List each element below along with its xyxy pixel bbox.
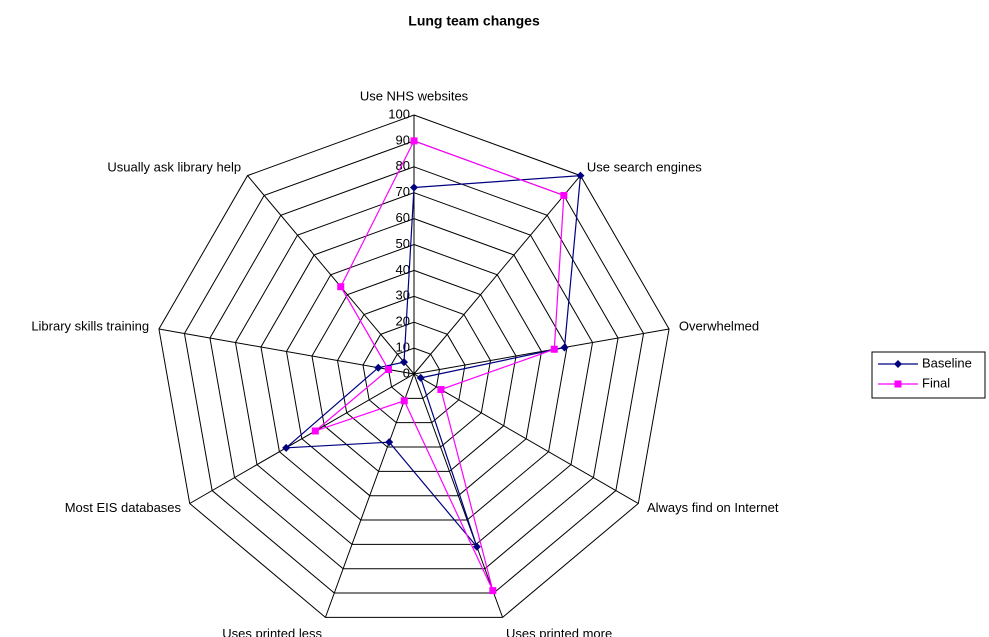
- grid-ring: [387, 347, 441, 399]
- marker: [489, 587, 497, 595]
- grid-ring: [285, 243, 543, 497]
- marker: [282, 443, 291, 452]
- series-line: [314, 140, 565, 591]
- legend-marker: [894, 360, 902, 368]
- series-line: [284, 174, 582, 548]
- tick-label: 10: [396, 340, 410, 355]
- category-label: Uses printed more: [506, 626, 612, 637]
- marker: [416, 373, 425, 382]
- tick-label: 0: [403, 365, 410, 380]
- chart-title: Lung team changes: [408, 13, 540, 29]
- marker: [384, 366, 392, 374]
- spoke: [413, 373, 639, 504]
- grid-ring: [158, 114, 670, 618]
- legend: [871, 351, 986, 399]
- category-label: Always find on Internet: [647, 500, 779, 515]
- tick-label: 60: [396, 210, 410, 225]
- legend-label: Baseline: [922, 355, 972, 370]
- marker: [437, 386, 445, 394]
- category-label: Overwhelmed: [679, 319, 759, 334]
- legend-marker: [894, 380, 902, 388]
- marker: [410, 183, 418, 192]
- tick-label: 80: [396, 158, 410, 173]
- marker: [385, 438, 394, 447]
- tick-label: 40: [396, 262, 410, 277]
- marker: [400, 397, 408, 405]
- category-label: Library skills training: [31, 319, 149, 334]
- marker: [374, 363, 383, 372]
- marker: [400, 358, 409, 367]
- tick-label: 30: [396, 288, 410, 303]
- marker: [472, 542, 481, 551]
- category-label: Most EIS databases: [65, 500, 182, 515]
- marker: [337, 283, 345, 291]
- category-label: Use search engines: [587, 159, 702, 174]
- spoke: [413, 328, 670, 375]
- grid-ring: [183, 140, 645, 594]
- marker: [560, 191, 568, 199]
- spoke: [247, 175, 415, 375]
- tick-label: 70: [396, 184, 410, 199]
- spoke: [324, 373, 415, 618]
- grid-ring: [234, 192, 594, 545]
- category-label: Usually ask library help: [107, 159, 241, 174]
- category-label: Uses printed less: [222, 626, 322, 637]
- tick-label: 20: [396, 314, 410, 329]
- spoke: [189, 373, 415, 504]
- spoke: [413, 373, 504, 618]
- marker: [560, 343, 569, 352]
- grid-ring: [209, 166, 619, 570]
- grid-ring: [336, 295, 492, 448]
- spoke: [158, 328, 415, 375]
- tick-label: 50: [396, 236, 410, 251]
- marker: [550, 345, 558, 353]
- spoke: [413, 175, 581, 375]
- tick-label: 100: [388, 106, 410, 121]
- category-label: Use NHS websites: [360, 88, 469, 103]
- legend-label: Final: [922, 375, 950, 390]
- marker: [410, 137, 418, 145]
- marker: [311, 427, 319, 435]
- tick-label: 90: [396, 132, 410, 147]
- grid-ring: [260, 218, 568, 521]
- marker: [576, 171, 585, 180]
